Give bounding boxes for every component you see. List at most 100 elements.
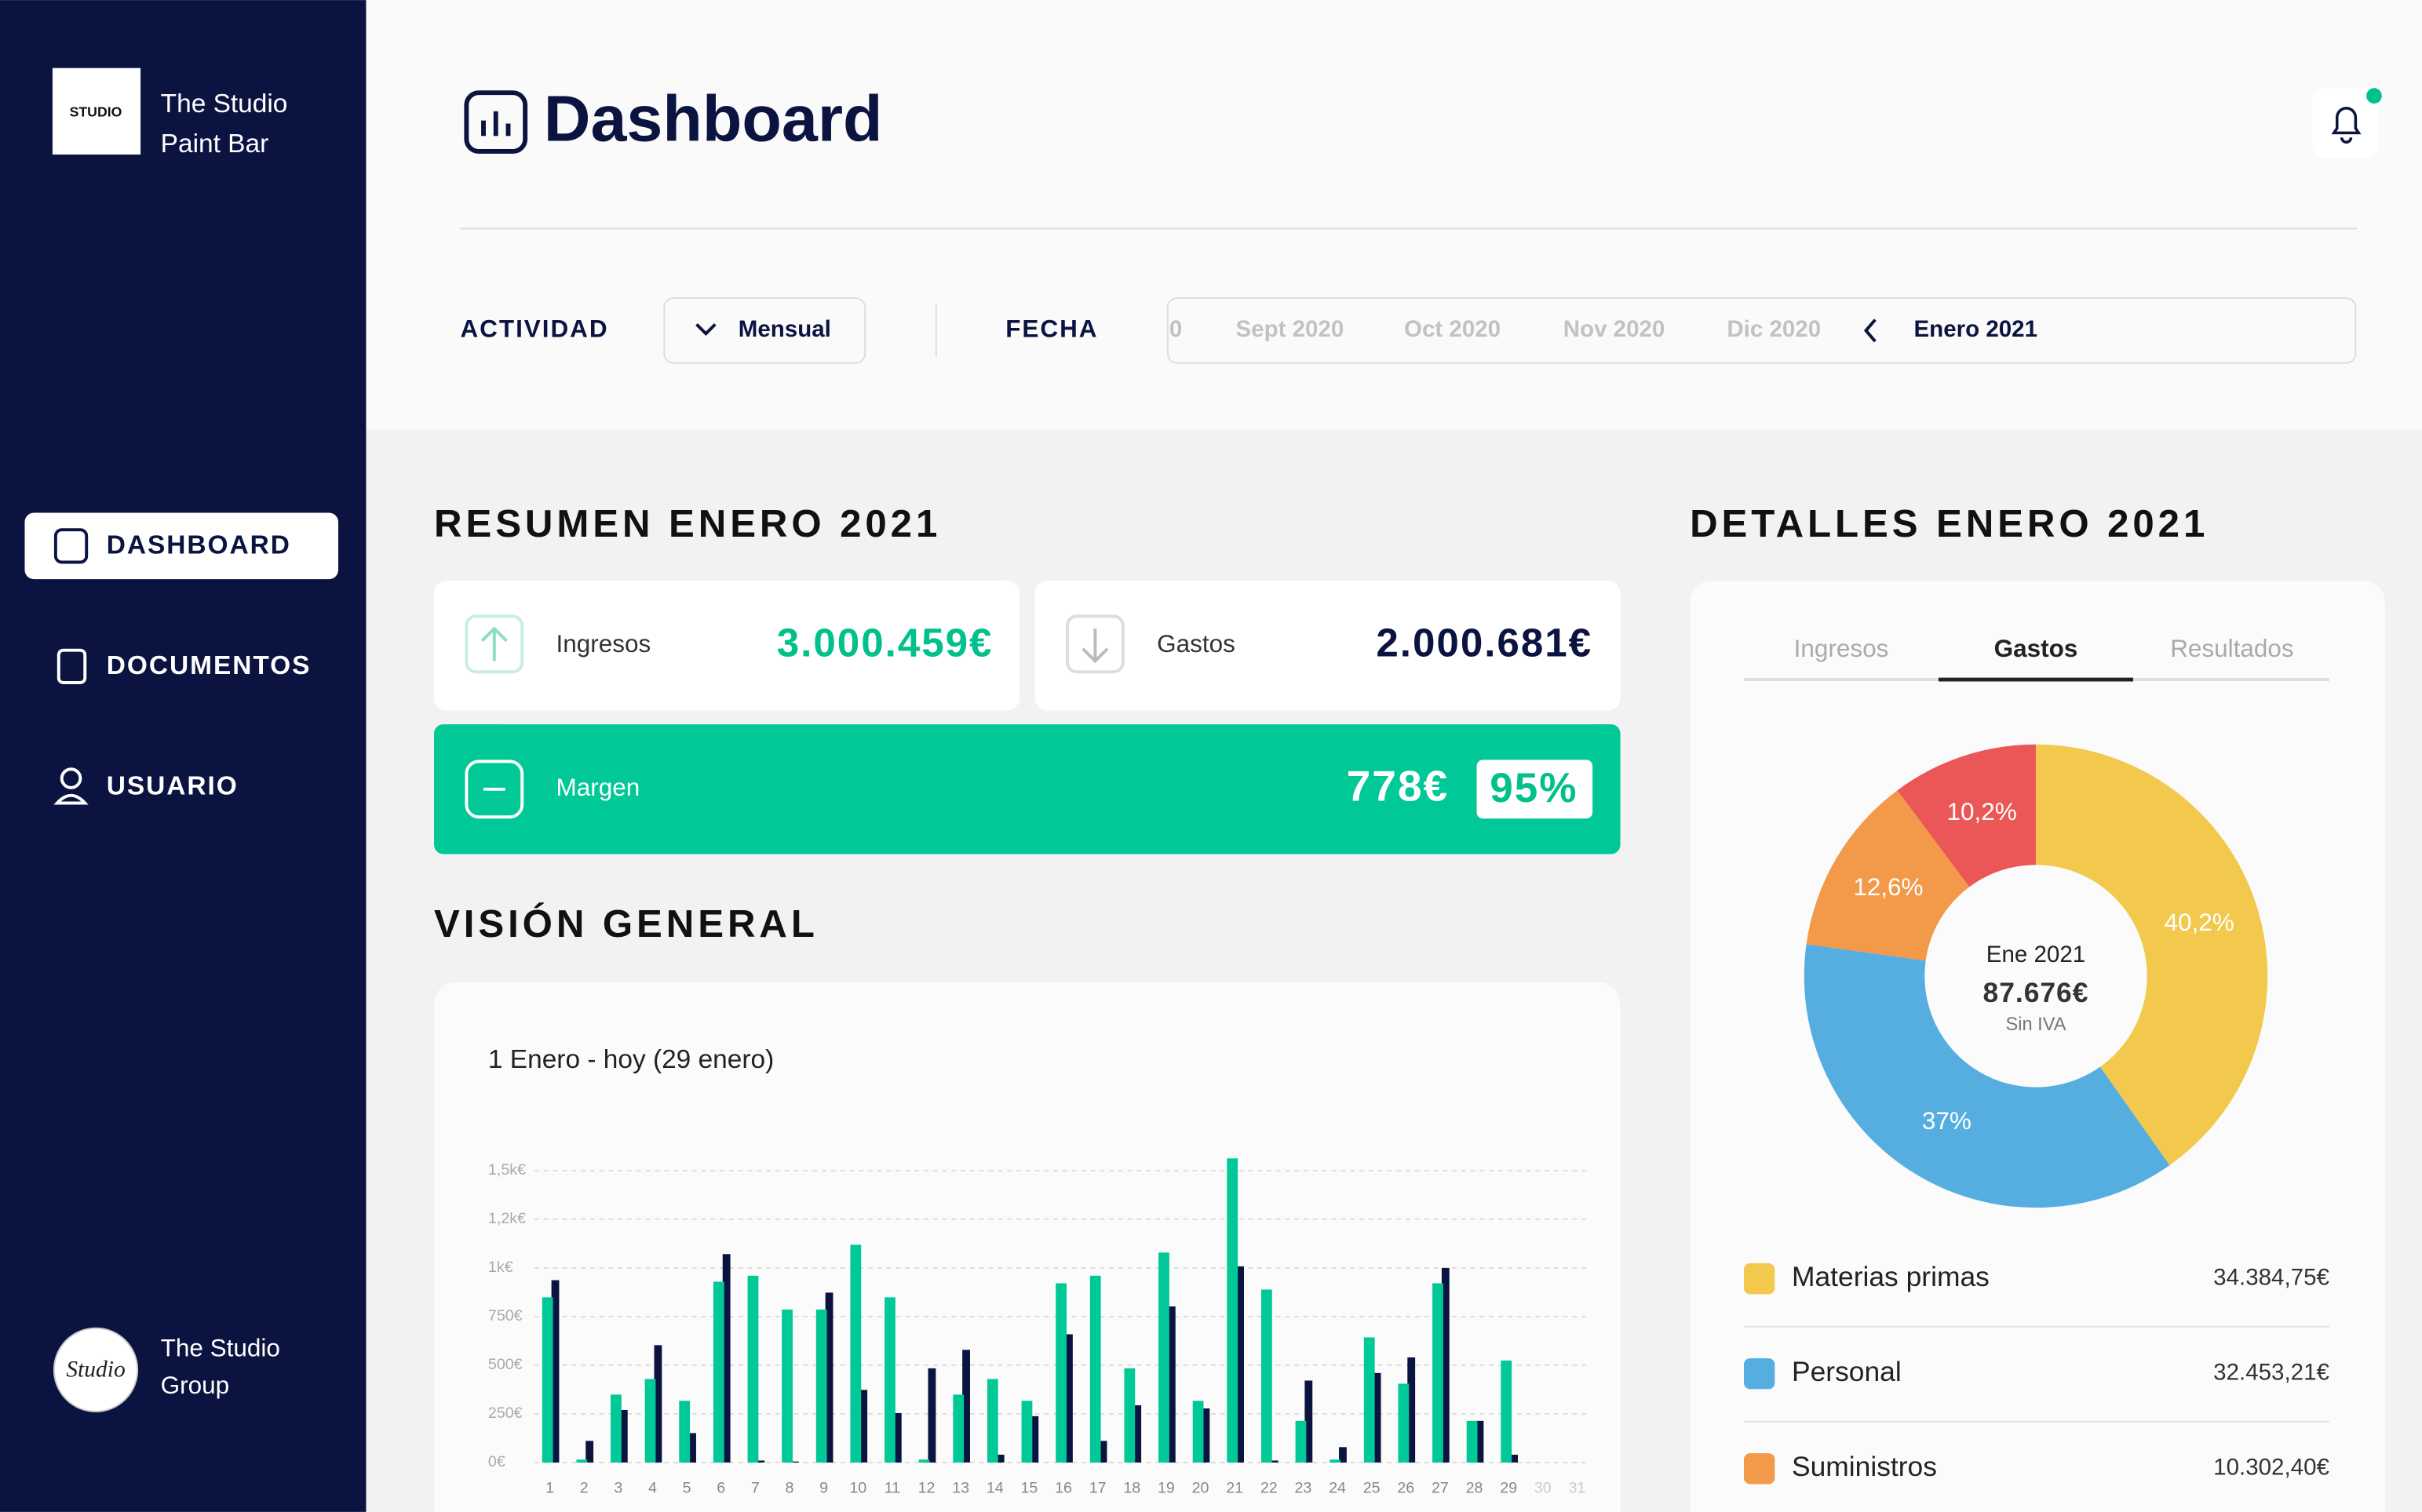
legend-label: Suministros — [1792, 1451, 1937, 1482]
bar — [1407, 1357, 1416, 1463]
slice-label: 10,2% — [1947, 798, 2017, 825]
overview-card — [434, 982, 1621, 1512]
bar — [1373, 1372, 1381, 1463]
month[interactable]: Oct 2020 — [1404, 316, 1501, 342]
x-tick-label: 4 — [648, 1480, 657, 1497]
income-card — [434, 581, 1020, 711]
income-icon — [480, 626, 508, 661]
x-tick-label: 12 — [918, 1480, 936, 1497]
bar — [1295, 1420, 1307, 1463]
dropdown-value[interactable]: Mensual — [739, 316, 831, 342]
bar — [1441, 1267, 1450, 1463]
tab[interactable]: Resultados — [2170, 635, 2293, 662]
bar — [551, 1280, 560, 1463]
top-panel — [366, 0, 2422, 430]
x-tick-label: 13 — [952, 1480, 969, 1497]
bar — [1475, 1420, 1484, 1463]
x-tick-label: 26 — [1397, 1480, 1414, 1497]
bar-chart: 0€250€500€750€1k€1,2k€1,5k€1 2 3 4 5 6 7 8 9 10 11… — [488, 1158, 1589, 1497]
bar — [1236, 1266, 1244, 1463]
bar — [996, 1454, 1005, 1463]
bar — [1089, 1275, 1101, 1463]
nav-item[interactable]: DOCUMENTOS — [107, 651, 312, 680]
card-value: 778€ — [1347, 761, 1449, 810]
prev-arrow[interactable] — [1863, 319, 1877, 343]
x-tick-label: 5 — [683, 1480, 691, 1497]
expenses-icon — [1082, 628, 1109, 664]
month[interactable]: 0 — [1169, 316, 1182, 342]
y-tick-label: 1k€ — [488, 1259, 513, 1276]
y-tick-label: 1,2k€ — [488, 1210, 526, 1227]
card-label: Margen — [556, 774, 640, 801]
legend-swatch — [1743, 1358, 1775, 1390]
title-icon — [481, 111, 511, 137]
bar — [1021, 1401, 1033, 1463]
bar — [611, 1394, 622, 1463]
bar — [850, 1244, 862, 1463]
notification-dot — [2366, 88, 2382, 104]
nav-icon — [57, 648, 87, 684]
legend-amount: 32.453,21€ — [2213, 1360, 2329, 1386]
bar — [953, 1394, 965, 1463]
month[interactable]: Dic 2020 — [1727, 316, 1821, 342]
x-tick-label: 25 — [1363, 1480, 1381, 1497]
x-tick-label: 3 — [614, 1480, 622, 1497]
month[interactable]: Nov 2020 — [1563, 316, 1665, 342]
tab[interactable]: Gastos — [1994, 635, 2078, 662]
brand: The Studio — [161, 89, 288, 118]
bar — [619, 1409, 628, 1463]
bar — [1339, 1447, 1347, 1463]
sidebar — [0, 0, 367, 1512]
month[interactable]: Sept 2020 — [1235, 316, 1344, 342]
bar — [1202, 1408, 1210, 1463]
donut-slice — [2035, 744, 2268, 1165]
x-tick-label: 20 — [1192, 1480, 1209, 1497]
nav-item[interactable]: USUARIO — [107, 772, 239, 801]
x-tick-label: 27 — [1432, 1480, 1449, 1497]
filter-label: FECHA — [1005, 315, 1098, 343]
bar — [1270, 1460, 1278, 1463]
expenses-card — [1034, 581, 1621, 711]
bar — [576, 1459, 588, 1463]
card-value: 2.000.681€ — [1376, 620, 1592, 665]
nav-icon — [53, 793, 89, 805]
nav-active[interactable] — [24, 512, 339, 580]
bar — [644, 1379, 656, 1463]
x-tick-label: 16 — [1055, 1480, 1072, 1497]
bar — [757, 1460, 765, 1463]
bar — [1432, 1283, 1443, 1463]
footer-logo — [53, 1327, 139, 1412]
bar — [747, 1275, 759, 1463]
card-label: Gastos — [1157, 630, 1235, 658]
legend-swatch — [1743, 1453, 1775, 1485]
footer-text: Group — [161, 1372, 229, 1399]
bar — [1056, 1283, 1067, 1463]
bar — [1030, 1415, 1039, 1463]
current-month[interactable]: Enero 2021 — [1913, 316, 2037, 342]
card-label: Ingresos — [556, 630, 651, 658]
bar — [1398, 1383, 1410, 1463]
bar — [722, 1254, 731, 1463]
legend: Materias primas 34.384,75€ Personal 32.453,… — [1743, 1261, 2329, 1485]
dropdown[interactable] — [663, 297, 866, 364]
brand: Paint Bar — [161, 129, 269, 158]
bar — [1304, 1380, 1313, 1463]
tab[interactable]: Ingresos — [1794, 635, 1889, 662]
bar — [1510, 1454, 1518, 1463]
bar — [1363, 1337, 1375, 1463]
nav-item[interactable]: DASHBOARD — [107, 531, 291, 560]
legend-label: Personal — [1792, 1356, 1902, 1387]
x-tick-label: 21 — [1226, 1480, 1243, 1497]
chevron — [695, 323, 717, 337]
legend-swatch — [1743, 1263, 1775, 1295]
donut-center: Ene 2021 — [1986, 942, 2085, 967]
bell-button[interactable] — [2312, 88, 2379, 158]
legend-amount: 10.302,40€ — [2213, 1455, 2329, 1481]
bar — [1192, 1401, 1204, 1463]
card-value: 3.000.459€ — [777, 620, 994, 665]
bell-icon — [2331, 107, 2362, 144]
logo-text: STUDIO — [70, 104, 122, 119]
donut-slice — [1804, 944, 2170, 1208]
bar — [585, 1441, 594, 1463]
